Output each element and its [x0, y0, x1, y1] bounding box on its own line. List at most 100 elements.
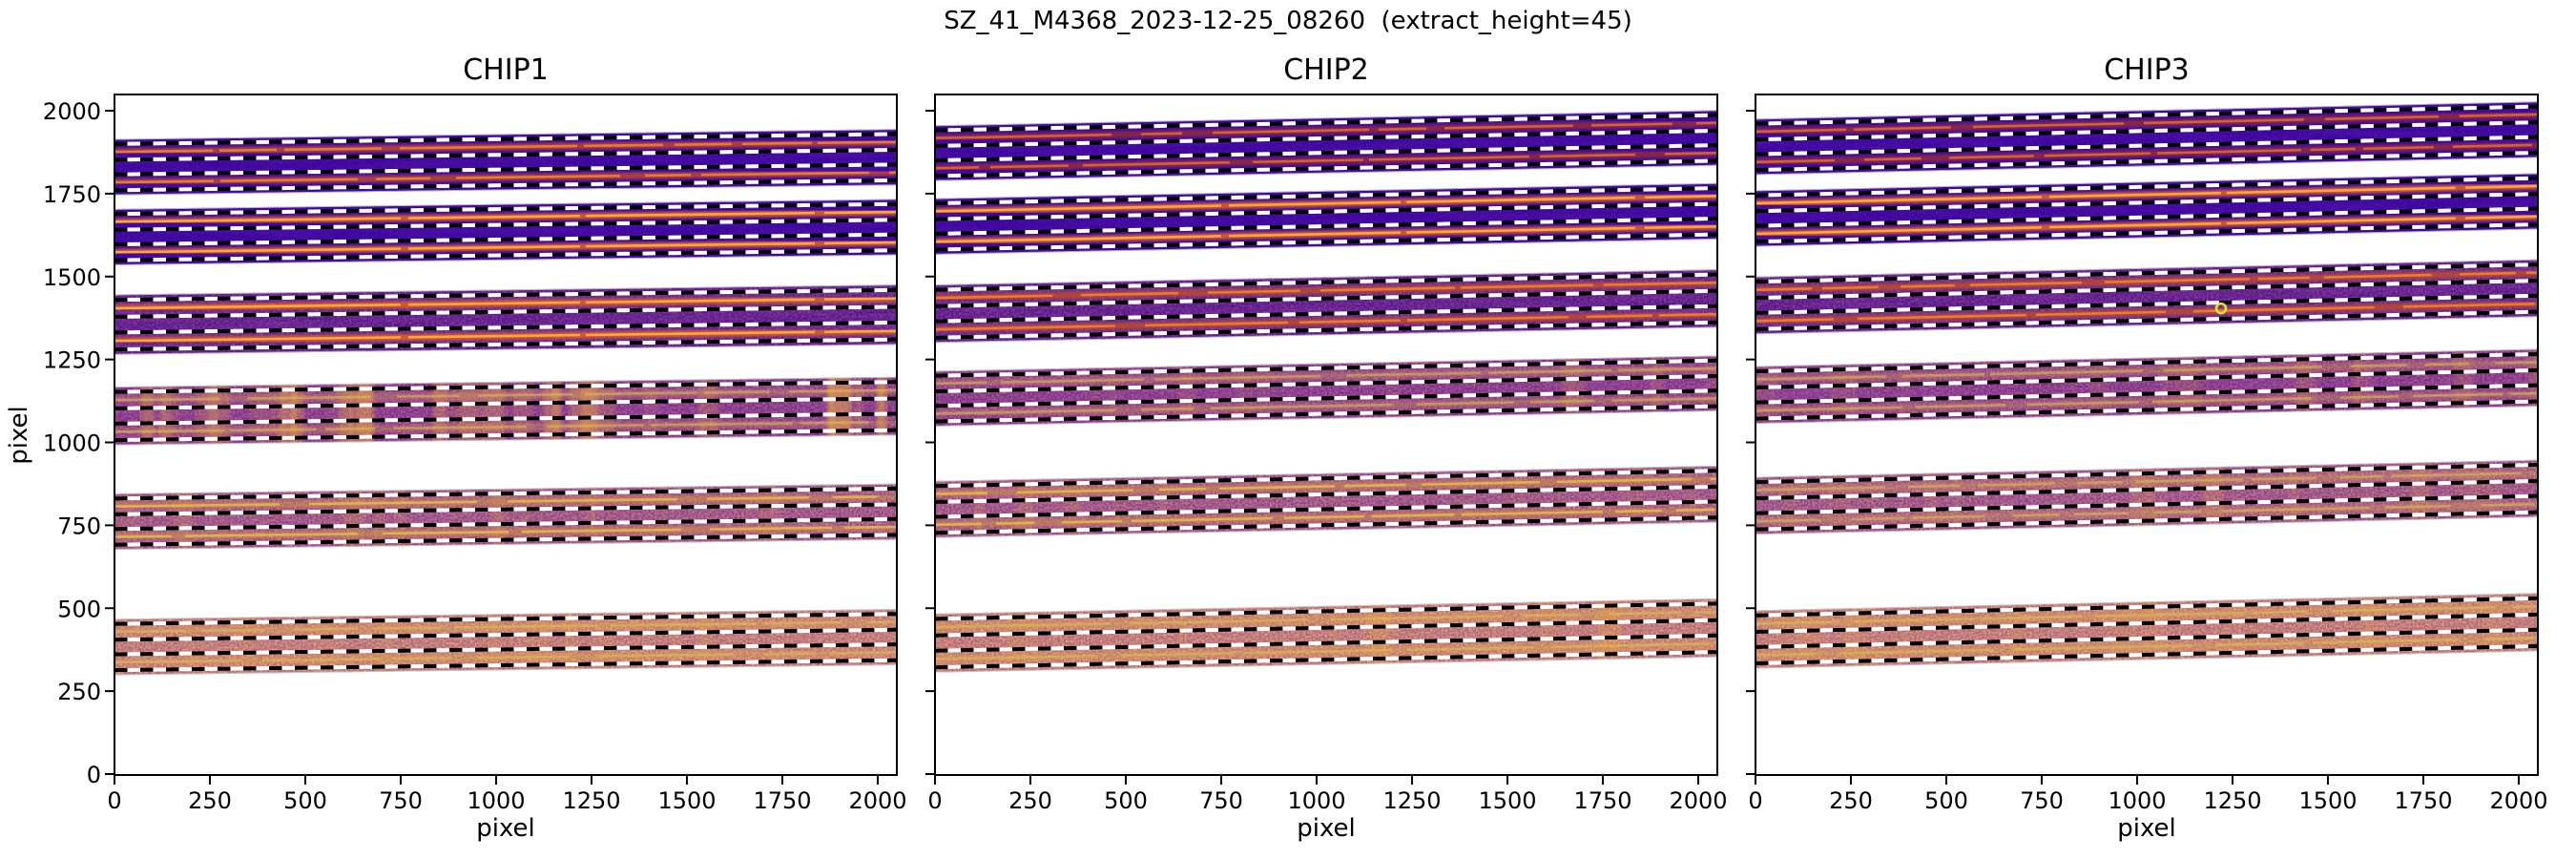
- x-tick-label: 1000: [1287, 787, 1345, 814]
- x-tick-label: 750: [1199, 787, 1243, 814]
- order-strip-chip2-3: [935, 269, 1717, 344]
- spectral-trace: [1755, 471, 2538, 492]
- aperture-dashed-line-black: [935, 201, 1717, 221]
- emission-streak: [698, 376, 718, 446]
- spectral-trace: [1755, 215, 2538, 236]
- spectral-trace: [114, 297, 897, 310]
- emission-streak: [1421, 355, 1428, 427]
- x-tick-label: 1250: [2203, 787, 2261, 814]
- spectral-trace: [935, 477, 1717, 495]
- emission-streak: [2064, 348, 2076, 425]
- aperture-dashed-line-black: [935, 484, 1717, 504]
- y-tick-label: 1000: [43, 430, 101, 457]
- aperture-dashed-line-black: [1755, 151, 2538, 173]
- spectral-trace: [935, 151, 1717, 170]
- axes-spines: [114, 94, 898, 776]
- emission-streak: [1175, 597, 1187, 673]
- y-tick-label: 2000: [43, 98, 101, 125]
- spectral-trace: [935, 610, 1717, 629]
- aperture-dashed-line-black: [1755, 135, 2538, 157]
- aperture-dashed-line-black: [935, 158, 1717, 178]
- x-tick-label: 0: [927, 787, 942, 814]
- emission-streak: [249, 376, 271, 446]
- x-tick-label: 250: [188, 787, 232, 814]
- panel-title-chip1: CHIP1: [463, 53, 549, 87]
- aperture-dashed-line-black: [1755, 510, 2538, 532]
- emission-streak: [1534, 597, 1560, 673]
- emission-streak: [1924, 459, 1939, 535]
- aperture-dashed-line-black: [1755, 176, 2538, 198]
- aperture-dashed-line-black: [935, 320, 1717, 340]
- aperture-dashed-line-black: [935, 216, 1717, 236]
- aperture-dashed-line-black: [1755, 383, 2538, 405]
- emission-streak: [373, 483, 384, 551]
- order-strip-chip1-6: [114, 608, 897, 676]
- x-tick-label: 0: [1748, 787, 1762, 814]
- axes-spines: [1755, 94, 2539, 776]
- aperture-dashed-line-black: [935, 272, 1717, 292]
- order-strip-chip1-4: [114, 376, 897, 446]
- emission-streak: [1091, 355, 1097, 427]
- x-tick-label: 2000: [848, 787, 906, 814]
- order-strip-chip1-3: [114, 284, 897, 355]
- x-tick-label: 500: [1924, 787, 1968, 814]
- aperture-dashed-line-black: [935, 304, 1717, 324]
- emission-streak: [2141, 593, 2166, 669]
- emission-streak: [585, 483, 597, 551]
- spectral-trace: [1755, 143, 2538, 164]
- emission-streak: [2130, 459, 2155, 535]
- aperture-dashed-line-black: [1755, 478, 2538, 501]
- aperture-dashed-line-black: [935, 633, 1717, 653]
- spectral-trace: [935, 121, 1717, 140]
- order-strip-chip2-1: [935, 110, 1717, 181]
- aperture-dashed-line-black: [1755, 309, 2538, 331]
- emission-streak: [855, 376, 863, 446]
- emission-streak: [827, 376, 835, 446]
- aperture-dashed-line-black: [114, 248, 897, 262]
- x-tick-label: 1250: [1382, 787, 1441, 814]
- x-tick-label: 1250: [562, 787, 620, 814]
- order-strip-chip3-3: [1755, 259, 2538, 335]
- spectral-trace: [935, 367, 1717, 386]
- aperture-dashed-line-black: [114, 287, 897, 303]
- y-tick-label: 1250: [43, 347, 101, 374]
- spectral-trace: [935, 397, 1717, 415]
- y-axis-label: pixel: [5, 406, 33, 465]
- aperture-dashed-line-black: [1755, 612, 2538, 634]
- aperture-dashed-line-black: [1755, 596, 2538, 618]
- aperture-dashed-line-black: [1755, 104, 2538, 126]
- emission-streak: [1893, 593, 1915, 669]
- spectral-trace: [1755, 637, 2538, 657]
- emission-streak: [2289, 459, 2299, 535]
- y-tick-label: 0: [87, 762, 101, 788]
- x-tick-label: 750: [2020, 787, 2064, 814]
- emission-streak: [1560, 355, 1586, 427]
- figure-title: SZ_41_M4368_2023-12-25_08260 (extract_he…: [944, 7, 1632, 35]
- spectral-trace: [1755, 361, 2538, 381]
- spectral-trace: [935, 312, 1717, 331]
- emission-streak: [1594, 465, 1600, 538]
- order-strip-chip2-4: [935, 355, 1717, 427]
- emission-streak: [2359, 593, 2384, 669]
- order-strip-chip3-2: [1755, 173, 2538, 247]
- spectral-trace: [114, 388, 897, 402]
- x-tick-label: 2000: [1669, 787, 1727, 814]
- emission-streak: [1220, 355, 1229, 427]
- emission-streak: [1331, 597, 1338, 673]
- spectral-trace: [1755, 184, 2538, 205]
- emission-streak: [1715, 597, 1717, 673]
- x-tick-label: 750: [379, 787, 423, 814]
- aperture-dashed-line-black: [114, 642, 897, 657]
- aperture-dashed-line-black: [114, 232, 897, 247]
- x-tick-label: 1000: [2108, 787, 2166, 814]
- spectral-trace: [1755, 605, 2538, 625]
- spectral-trace: [935, 508, 1717, 527]
- panel-title-chip3: CHIP3: [2104, 53, 2190, 87]
- aperture-dashed-line-black: [935, 358, 1717, 378]
- aperture-dashed-line-black: [935, 515, 1717, 535]
- y-tick-label: 250: [57, 679, 101, 705]
- aperture-dashed-line-black: [1755, 293, 2538, 315]
- noise-texture: [935, 465, 1717, 538]
- aperture-dashed-line-black: [1755, 351, 2538, 374]
- x-axis-label-chip3: pixel: [2117, 814, 2176, 843]
